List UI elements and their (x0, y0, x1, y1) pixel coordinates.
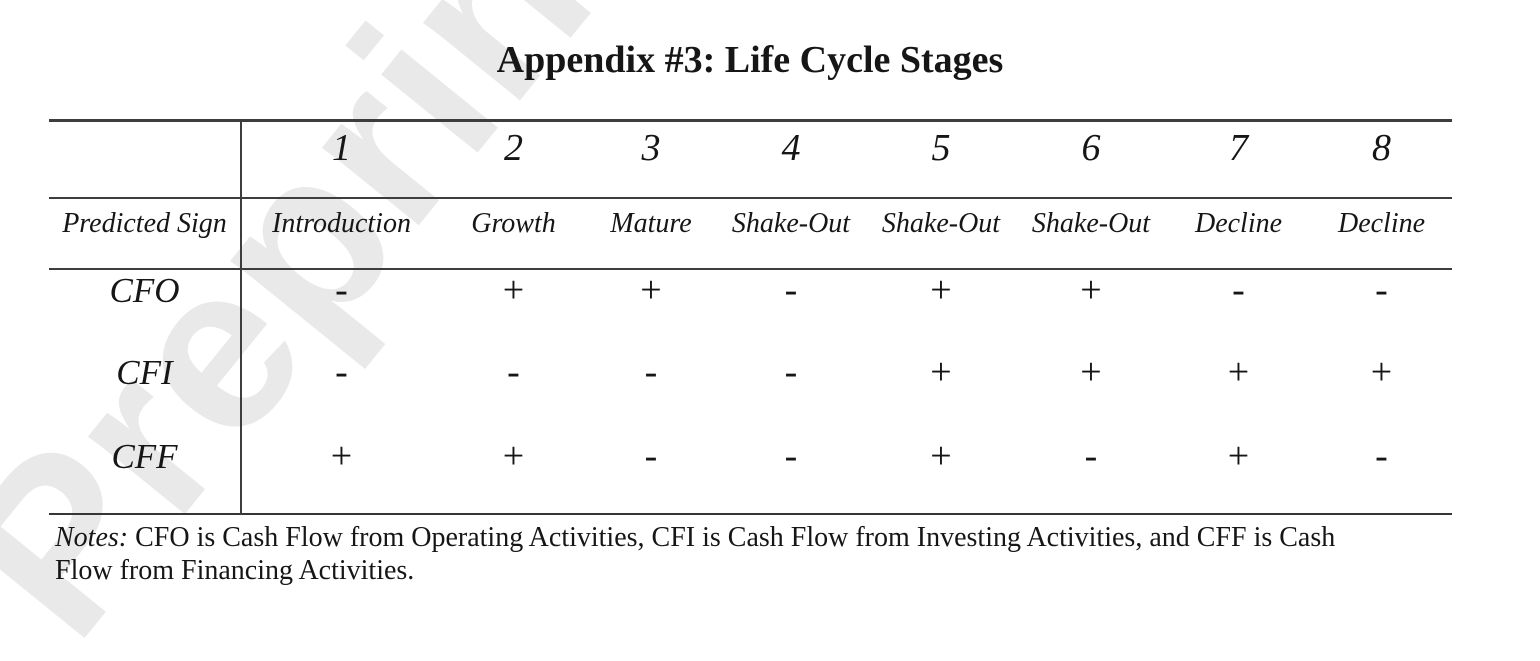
stage-number-cell: 8 (1372, 127, 1391, 169)
stage-number-cell: 5 (931, 127, 951, 169)
table-row-cff: CFF + + - - + - + - (49, 434, 1452, 514)
sign-cell: + (1227, 434, 1250, 477)
sign-cell: + (586, 267, 716, 352)
stage-number-cell: 7 (1229, 127, 1248, 169)
predicted-sign-header: Predicted Sign (49, 196, 242, 269)
stage-name-cell: Shake-Out (716, 196, 866, 269)
notes-label: Notes: (55, 522, 129, 553)
sign-cell: + (1016, 267, 1166, 352)
sign-cell: - (1311, 267, 1452, 352)
table-row-cfo: CFO - + + - + + - - (49, 267, 1452, 352)
stage-name-cell: Decline (1311, 196, 1452, 269)
table-row-cfi: CFI - - - - + + + + (49, 350, 1452, 436)
sign-cell: - (335, 350, 348, 393)
stage-number-cell: 4 (781, 127, 801, 169)
stage-name-cell: Shake-Out (866, 196, 1016, 269)
notes-line-2: Flow from Financing Activities. (55, 555, 415, 586)
stage-number-row: 1 2 3 4 5 6 7 8 (49, 120, 1452, 198)
sign-cell: + (866, 267, 1016, 352)
stage-number-cell: 2 (504, 127, 523, 169)
sign-cell: - (507, 350, 520, 393)
notes-text-1: CFO is Cash Flow from Operating Activiti… (128, 522, 1336, 553)
sign-cell: - (784, 350, 798, 393)
stage-name-cell: Decline (1166, 196, 1311, 269)
row-label-cfi: CFI (49, 351, 242, 436)
sign-cell: + (930, 434, 952, 477)
sign-cell: + (1370, 350, 1393, 393)
row-label-cff: CFF (49, 435, 242, 514)
sign-cell: - (1166, 267, 1311, 352)
stage-name-cell: Mature (586, 196, 716, 269)
sign-cell: - (644, 434, 658, 477)
sign-cell: - (1375, 434, 1388, 477)
sign-cell: + (502, 434, 525, 477)
page-title: Appendix #3: Life Cycle Stages (496, 39, 1004, 81)
sign-cell: - (1084, 434, 1098, 477)
sign-cell: + (330, 434, 353, 477)
stage-number-cell: 6 (1081, 127, 1101, 169)
sign-cell: + (1227, 350, 1250, 393)
table-notes: Notes: CFO is Cash Flow from Operating A… (55, 521, 1455, 587)
stage-name-cell: Shake-Out (1016, 196, 1166, 269)
sign-cell: + (441, 267, 586, 352)
stage-name-cell: Introduction (241, 196, 441, 269)
life-cycle-stages-table: 1 2 3 4 5 6 7 8 Predicted Sign Introduct… (49, 119, 1452, 515)
row-label-cfo: CFO (49, 267, 242, 352)
notes-line-1: Notes: CFO is Cash Flow from Operating A… (55, 521, 1455, 554)
stage-number-cell: 3 (641, 127, 661, 169)
stage-number-cell: 1 (332, 127, 351, 169)
sign-cell: - (644, 350, 658, 393)
stage-name-row: Predicted Sign Introduction Growth Matur… (49, 196, 1452, 269)
stage-name-cell: Growth (441, 196, 586, 269)
sign-cell: - (784, 434, 798, 477)
corner-cell (49, 120, 242, 198)
sign-cell: + (1080, 350, 1102, 393)
sign-cell: - (241, 267, 441, 352)
sign-cell: + (930, 350, 952, 393)
sign-cell: - (716, 267, 866, 352)
